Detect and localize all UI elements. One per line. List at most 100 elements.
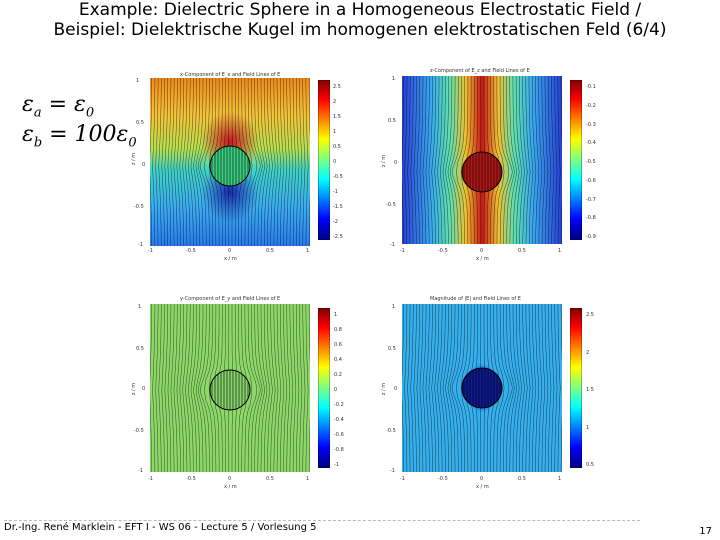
colorbar-tick: 0.6	[334, 342, 342, 348]
equation-eps-a: εa = ε0	[22, 92, 95, 121]
colorbar-tick: 1	[586, 424, 590, 431]
y-tick: 0.5	[136, 120, 144, 126]
y-tick: -1	[390, 242, 395, 248]
colorbar-tick: -0.5	[333, 174, 343, 180]
colorbar	[318, 80, 330, 240]
colorbar	[570, 308, 582, 468]
footer-text: Dr.-Ing. René Marklein - EFT I - WS 06 -…	[4, 522, 317, 533]
x-tick: 0.5	[518, 476, 526, 482]
x-tick: 0	[228, 248, 232, 254]
field-plot-ey	[150, 304, 310, 472]
plot-title: Magnitude of |E| and Field Lines of E	[430, 296, 521, 302]
x-tick: -1	[400, 248, 405, 254]
y-tick: -1	[390, 468, 395, 474]
y-axis-label: z / m	[131, 382, 138, 396]
equation-eps-b: εb = 100ε0	[22, 122, 137, 151]
x-tick: 0.5	[266, 476, 274, 482]
plot-title: z-Component of E_z and Field Lines of E	[430, 68, 530, 74]
plot-panel-ez: z-Component of E_z and Field Lines of E …	[378, 62, 608, 272]
colorbar-tick: -0.3	[586, 121, 596, 128]
title-line-2: Beispiel: Dielektrische Kugel im homogen…	[53, 20, 667, 40]
y-tick: -1	[138, 242, 143, 248]
plot-panel-ey: y-Component of E_y and Field Lines of E …	[128, 290, 358, 500]
colorbar-tick: 0	[334, 387, 338, 393]
colorbar-tick: 2.5	[333, 84, 341, 90]
colorbar-tick: -0.1	[586, 84, 596, 90]
y-axis-label: z / m	[381, 382, 388, 396]
x-tick: -1	[148, 248, 153, 254]
x-axis-label: x / m	[224, 256, 237, 262]
y-tick: 0	[142, 162, 146, 168]
colorbar-tick: 2	[586, 349, 590, 356]
y-tick: 0.5	[388, 346, 396, 352]
y-tick: 0	[142, 386, 146, 392]
y-axis-label: z / m	[131, 152, 138, 166]
field-plot-ez	[402, 76, 562, 244]
y-tick: -1	[138, 468, 143, 474]
colorbar-tick: -1.5	[333, 204, 343, 210]
x-axis-label: x / m	[476, 484, 489, 490]
x-tick: 0	[480, 476, 484, 482]
colorbar-tick: -2.5	[333, 234, 343, 240]
colorbar-tick: -0.7	[586, 196, 596, 203]
x-tick: 0	[480, 248, 484, 254]
plot-panel-magnitude: Magnitude of |E| and Field Lines of E 1 …	[378, 290, 608, 500]
y-tick: 0	[394, 160, 398, 166]
x-tick: 0	[228, 476, 232, 482]
footer-divider	[4, 520, 640, 521]
x-tick: 1	[558, 248, 562, 254]
y-tick: 1	[392, 304, 396, 310]
colorbar-tick: 2.5	[586, 312, 594, 318]
slide-title: Example: Dielectric Sphere in a Homogene…	[0, 0, 720, 40]
colorbar-tick: -0.9	[586, 234, 596, 240]
colorbar-tick: 0	[333, 159, 337, 165]
x-tick: -0.5	[438, 476, 448, 482]
colorbar-tick: -0.2	[334, 402, 344, 408]
field-plot-magnitude	[402, 304, 562, 472]
y-tick: 1	[136, 78, 140, 84]
page-number: 17	[699, 526, 712, 537]
y-tick: -0.5	[134, 204, 144, 210]
colorbar-tick: 0.2	[334, 372, 342, 378]
y-tick: -0.5	[134, 428, 144, 434]
y-axis-label: z / m	[381, 154, 388, 168]
colorbar-tick: 0.4	[334, 357, 342, 363]
colorbar-tick: -0.4	[334, 417, 344, 423]
x-tick: 0.5	[518, 248, 526, 254]
colorbar-tick: -1	[333, 189, 338, 195]
colorbar-tick: -0.4	[586, 140, 596, 147]
colorbar-tick: -0.2	[586, 102, 596, 109]
x-tick: -0.5	[186, 248, 196, 254]
y-tick: -0.5	[386, 428, 396, 434]
field-plot-ex	[150, 78, 310, 246]
colorbar-tick: 2	[333, 99, 337, 105]
title-line-1: Example: Dielectric Sphere in a Homogene…	[78, 0, 642, 20]
plot-panel-ex: x-Component of E_x and Field Lines of E	[128, 70, 358, 270]
colorbar-tick: 0.8	[334, 327, 342, 333]
colorbar-tick: -0.6	[586, 177, 596, 184]
x-tick: 0.5	[266, 248, 274, 254]
colorbar-tick: 1	[333, 129, 337, 135]
y-tick: 1	[392, 76, 396, 82]
colorbar-tick: -2	[333, 219, 338, 225]
x-axis-label: x / m	[224, 484, 237, 490]
colorbar	[318, 308, 330, 468]
colorbar-tick: -1	[334, 462, 339, 468]
y-tick: 0.5	[388, 118, 396, 124]
plot-title: y-Component of E_y and Field Lines of E	[180, 296, 281, 302]
x-tick: -1	[148, 476, 153, 482]
colorbar-tick: -0.5	[586, 159, 596, 165]
x-tick: 1	[306, 248, 310, 254]
colorbar-tick: 0.5	[586, 462, 594, 468]
colorbar-tick: 0.5	[333, 144, 341, 150]
colorbar-tick: -0.8	[586, 215, 596, 222]
x-tick: -1	[400, 476, 405, 482]
colorbar-tick: 1.5	[586, 387, 594, 393]
colorbar-tick: 1.5	[333, 114, 341, 120]
plot-title: x-Component of E_x and Field Lines of E	[180, 72, 281, 78]
y-tick: -0.5	[386, 202, 396, 208]
colorbar	[570, 80, 582, 240]
x-tick: 1	[306, 476, 310, 482]
x-tick: -0.5	[186, 476, 196, 482]
colorbar-tick: 1	[334, 312, 338, 318]
